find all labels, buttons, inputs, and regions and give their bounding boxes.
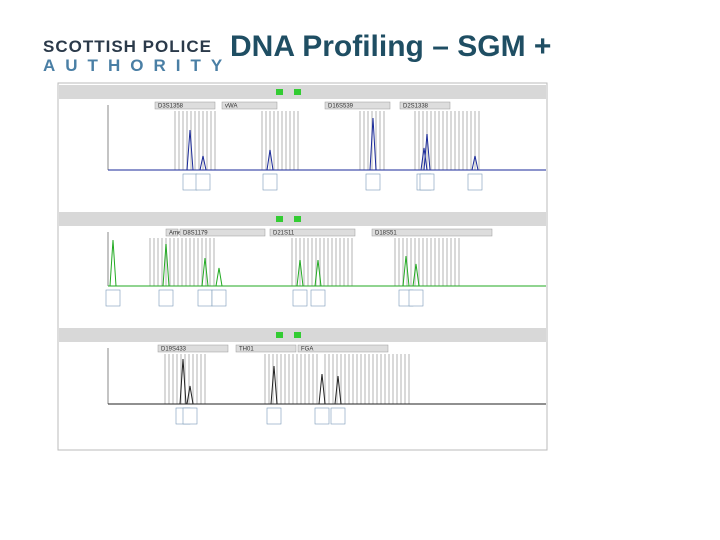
peak <box>369 117 377 171</box>
allele-call-box <box>182 173 198 191</box>
allele-call-box <box>330 407 346 425</box>
locus-box <box>399 101 451 110</box>
locus-label: D3S1358 <box>158 104 184 110</box>
locus-box <box>157 344 229 353</box>
allele-call-box <box>467 173 483 191</box>
allele-call-box <box>105 289 121 307</box>
screenshot-frame <box>57 82 548 451</box>
peak <box>412 263 420 287</box>
locus-label: FGA <box>301 347 313 353</box>
peak <box>179 358 187 405</box>
locus-label: D16S539 <box>328 104 354 110</box>
peak <box>109 239 117 287</box>
locus-box <box>324 101 391 110</box>
panel-header <box>59 328 546 342</box>
locus-box <box>179 228 266 237</box>
panel-header <box>59 85 546 99</box>
allele-call-box <box>197 289 213 307</box>
peak <box>215 267 223 287</box>
peak <box>266 149 274 171</box>
status-light <box>294 89 301 95</box>
allele-call-box <box>310 289 326 307</box>
allele-call-box <box>266 407 282 425</box>
peak <box>201 257 209 287</box>
locus-label: vWA <box>225 104 237 110</box>
peak <box>186 129 194 171</box>
locus-box <box>269 228 356 237</box>
status-light <box>276 332 283 338</box>
locus-label: TH01 <box>239 347 254 353</box>
status-light <box>294 216 301 222</box>
locus-box <box>297 344 389 353</box>
allele-call-box <box>292 289 308 307</box>
peak <box>270 365 278 405</box>
peak <box>402 255 410 287</box>
peak <box>420 147 428 171</box>
status-light <box>276 216 283 222</box>
locus-box <box>221 101 278 110</box>
allele-call-box <box>314 407 330 425</box>
locus-label: Amel <box>169 231 183 237</box>
peak <box>186 385 194 405</box>
locus-box <box>371 228 493 237</box>
allele-call-box <box>158 289 174 307</box>
peak <box>314 259 322 287</box>
locus-label: D8S1179 <box>183 231 208 237</box>
locus-label: D19S433 <box>161 347 187 353</box>
logo-line1: SCOTTISH POLICE <box>43 37 212 56</box>
status-light <box>276 89 283 95</box>
allele-call-box <box>182 407 198 425</box>
allele-call-box <box>195 173 211 191</box>
slide-title: DNA Profiling – SGM + <box>230 30 552 63</box>
logo-line2: AUTHORITY <box>43 56 233 75</box>
peak <box>423 133 431 171</box>
panel-header <box>59 212 546 226</box>
locus-box <box>154 101 216 110</box>
peak <box>471 155 479 171</box>
allele-call-box <box>262 173 278 191</box>
locus-box <box>235 344 297 353</box>
allele-call-box <box>211 289 227 307</box>
allele-call-box <box>365 173 381 191</box>
locus-label: D21S11 <box>273 231 295 237</box>
locus-label: D2S1338 <box>403 104 429 110</box>
peak <box>296 259 304 287</box>
locus-box <box>165 228 179 237</box>
peak <box>199 155 207 171</box>
status-light <box>294 332 301 338</box>
allele-call-box <box>408 289 424 307</box>
peak <box>162 243 170 287</box>
locus-label: D18S51 <box>375 231 397 237</box>
peak <box>334 375 342 405</box>
allele-call-box <box>419 173 435 191</box>
peak <box>318 373 326 405</box>
